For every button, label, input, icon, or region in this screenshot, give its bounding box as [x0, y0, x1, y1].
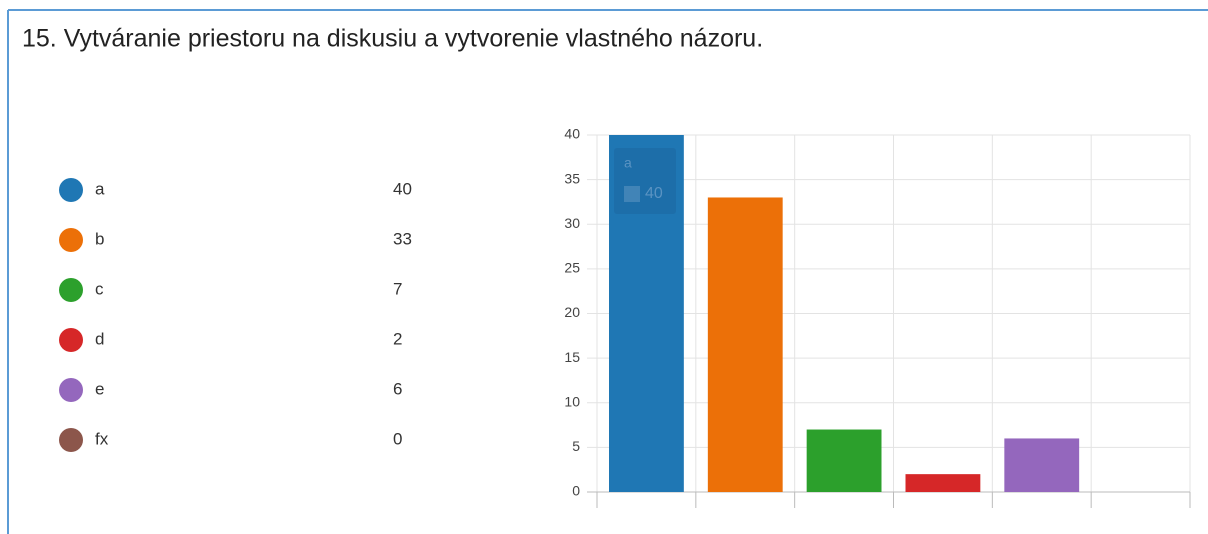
legend-dot: [59, 378, 83, 402]
legend-dot: [59, 428, 83, 452]
legend-dot: [59, 278, 83, 302]
legend-value: 6: [393, 379, 402, 398]
legend-value: 0: [393, 429, 402, 448]
legend-label: c: [95, 279, 104, 298]
legend-label: b: [95, 229, 104, 248]
legend-dot: [59, 228, 83, 252]
chart-title: 15. Vytváranie priestoru na diskusiu a v…: [22, 25, 763, 53]
legend-label: e: [95, 379, 104, 398]
bar: [707, 197, 783, 492]
y-tick-label: 15: [564, 349, 580, 365]
bar: [905, 474, 981, 492]
y-tick-label: 20: [564, 304, 580, 320]
bar: [806, 429, 882, 492]
legend-label: a: [95, 179, 105, 198]
y-tick-label: 10: [564, 393, 580, 409]
y-tick-label: 40: [564, 126, 580, 142]
legend-label: d: [95, 329, 104, 348]
legend-dot: [59, 328, 83, 352]
y-tick-label: 35: [564, 170, 580, 186]
bar: [1004, 438, 1080, 492]
legend-value: 40: [393, 179, 412, 198]
y-tick-label: 0: [572, 483, 580, 499]
legend-value: 2: [393, 329, 402, 348]
legend-value: 33: [393, 229, 412, 248]
y-tick-label: 30: [564, 215, 580, 231]
legend-label: fx: [95, 429, 109, 448]
y-tick-label: 5: [572, 438, 580, 454]
tooltip-label: a: [624, 155, 632, 171]
legend-dot: [59, 178, 83, 202]
y-tick-label: 25: [564, 260, 580, 276]
bar: [609, 135, 684, 492]
legend-value: 7: [393, 279, 402, 298]
tooltip-swatch: [624, 186, 640, 202]
tooltip-value: 40: [645, 185, 663, 202]
